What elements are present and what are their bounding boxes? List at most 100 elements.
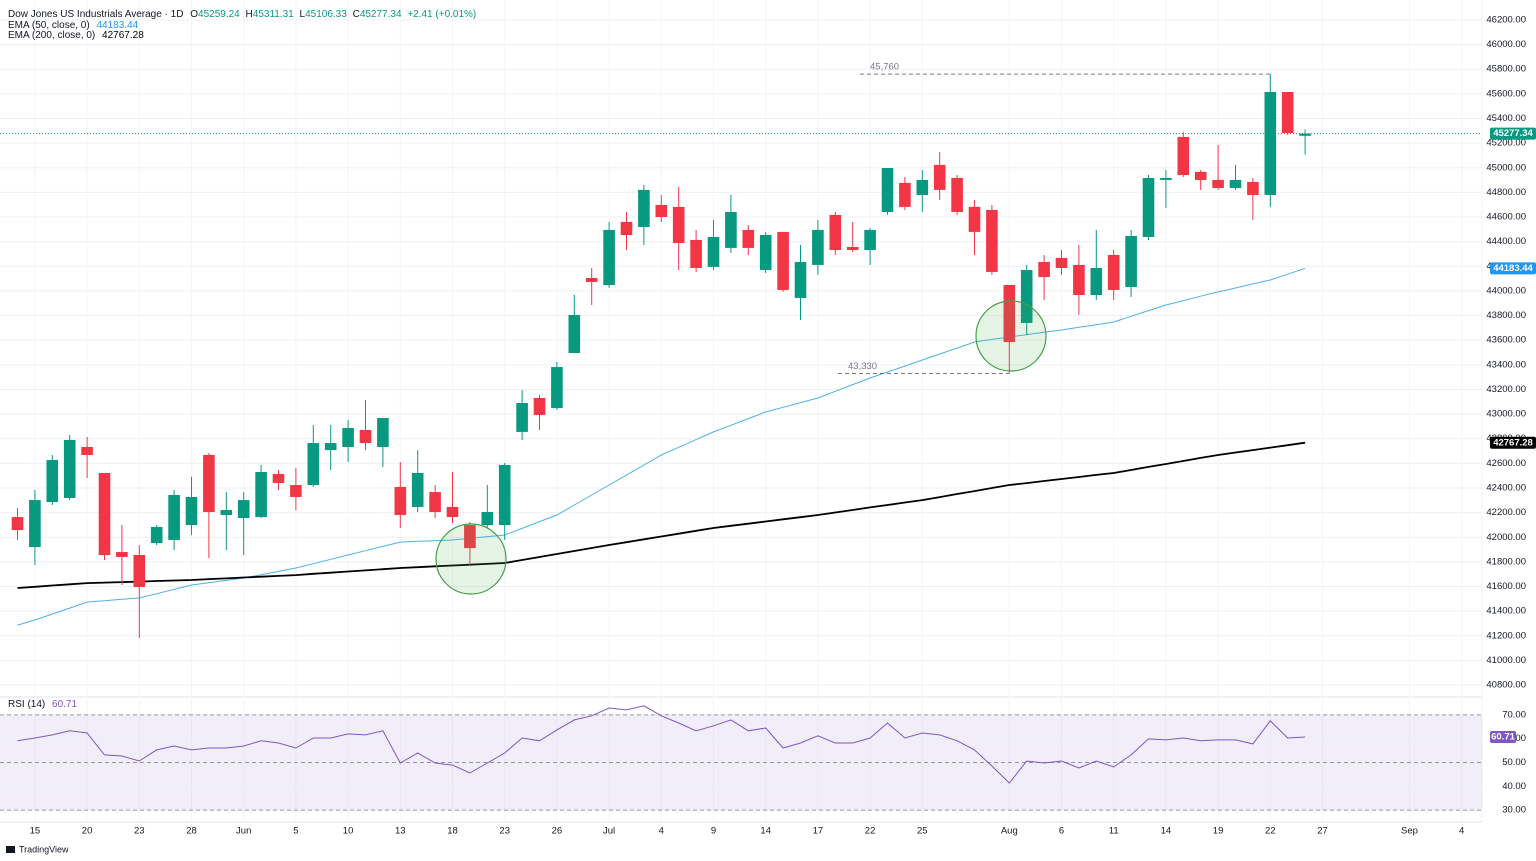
legend-entry: RSI (14) 60.71: [8, 699, 77, 710]
ohlc-label: C: [353, 9, 360, 20]
y-tick-label: 45000.00: [1486, 162, 1526, 173]
y-tick-label: 41800.00: [1486, 556, 1526, 567]
x-tick-label: 9: [711, 826, 716, 837]
y-tick-label: 30.00: [1502, 805, 1526, 816]
candle-body: [968, 206, 981, 232]
x-tick-label: Aug: [1001, 826, 1018, 837]
y-tick-label: 41600.00: [1486, 581, 1526, 592]
y-tick-label: 50.00: [1502, 757, 1526, 768]
y-tick-label: 45400.00: [1486, 113, 1526, 124]
ema-line: [17, 441, 1306, 589]
x-tick-label: 23: [134, 826, 145, 837]
candle-body: [829, 214, 842, 251]
candle-body: [777, 231, 789, 290]
candle-body: [1142, 177, 1155, 237]
y-tick-label: 44400.00: [1486, 236, 1526, 247]
rsi-line: [17, 705, 1306, 784]
x-tick-label: Sep: [1401, 826, 1418, 837]
candle-body: [725, 211, 737, 248]
x-tick-label: 17: [813, 826, 824, 837]
candle-body: [29, 500, 41, 547]
change: +2.41 (+0.01%): [407, 9, 476, 20]
candle-body: [63, 439, 76, 498]
candle-body: [1247, 181, 1259, 195]
price-tag-label: 44183.44: [1493, 263, 1533, 274]
ohlc-label: L: [300, 9, 306, 20]
candle-body: [899, 182, 911, 207]
legend-entry: EMA (200, close, 0) 42767.28: [8, 30, 144, 41]
candle-body: [46, 460, 59, 503]
x-tick-label: 4: [1459, 826, 1464, 837]
candle-body: [272, 473, 285, 483]
candle-body: [1125, 235, 1137, 287]
y-tick-label: 43600.00: [1486, 335, 1526, 346]
x-tick-label: Jun: [236, 826, 251, 837]
candle-body: [933, 164, 946, 190]
candle-body: [533, 397, 546, 415]
ohlc-value: 45311.31: [253, 9, 294, 20]
candle-body: [846, 246, 859, 251]
y-tick-label: 42400.00: [1486, 483, 1526, 494]
x-tick-label: 14: [760, 826, 771, 837]
candle-body: [377, 418, 389, 447]
candle-body: [864, 229, 876, 251]
y-tick-label: 46000.00: [1486, 39, 1526, 50]
candle-body: [742, 229, 755, 248]
chart-layer: 15 20 23 28 Jun 5 10 13 18 23 26 Jul 4 9 14 17 22 25 Aug 6 1…: [0, 0, 1536, 837]
candle-body: [568, 314, 581, 353]
y-tick-label: 40800.00: [1486, 680, 1526, 691]
candle-body: [707, 236, 720, 267]
y-tick-label: 70.00: [1502, 709, 1526, 720]
candle-body: [1160, 177, 1172, 180]
rsi-tag-label: 60.71: [1491, 731, 1515, 742]
candle-body: [150, 527, 163, 544]
legend-value: 60.71: [52, 699, 77, 710]
ohlc-value: 45277.34: [360, 9, 402, 20]
x-tick-label: 22: [865, 826, 876, 837]
symbol-title: Dow Jones US Industrials Average · 1D: [8, 9, 183, 20]
candle-body: [307, 443, 320, 486]
candle-body: [638, 189, 650, 227]
candle-body: [359, 429, 372, 444]
candle-body: [986, 209, 998, 272]
ohlc-value: 45106.33: [305, 9, 347, 20]
highlight-circle: [435, 523, 507, 595]
ohlc-value: 45259.24: [198, 9, 240, 20]
y-tick-label: 41200.00: [1486, 630, 1526, 641]
candle-body: [237, 500, 250, 519]
candle-body: [324, 443, 337, 451]
candle-body: [98, 472, 111, 555]
ohlc-label: O: [190, 9, 198, 20]
candle-body: [1090, 268, 1103, 295]
candle-body: [168, 495, 180, 540]
candle-body: [690, 239, 702, 269]
candle-body: [185, 496, 198, 526]
candle-body: [794, 261, 807, 298]
ema-line: [17, 267, 1306, 626]
legend-value: 44183.44: [96, 20, 138, 31]
candle-body: [1299, 133, 1311, 136]
x-tick-label: 27: [1317, 826, 1328, 837]
y-tick-label: 45600.00: [1486, 88, 1526, 99]
candle-body: [1107, 254, 1120, 290]
x-tick-label: 19: [1213, 826, 1224, 837]
candle-body: [255, 471, 267, 518]
price-tag: [1490, 436, 1536, 449]
y-tick-label: 41000.00: [1486, 655, 1526, 666]
y-tick-label: 46200.00: [1486, 14, 1526, 25]
candle-body: [220, 510, 233, 515]
candle-body: [812, 229, 824, 265]
candle-body: [881, 167, 894, 212]
y-tick-label: 43800.00: [1486, 310, 1526, 321]
y-tick-label: 44800.00: [1486, 187, 1526, 198]
candle-body: [585, 277, 598, 282]
price-tag-label: 45277.34: [1493, 128, 1533, 139]
candle-body: [1229, 179, 1242, 188]
y-tick-label: 43400.00: [1486, 359, 1526, 370]
candle-body: [1281, 92, 1294, 134]
x-tick-label: 10: [343, 826, 354, 837]
x-tick-label: 26: [552, 826, 563, 837]
x-tick-label: 28: [186, 826, 197, 837]
candle-body: [516, 403, 528, 432]
